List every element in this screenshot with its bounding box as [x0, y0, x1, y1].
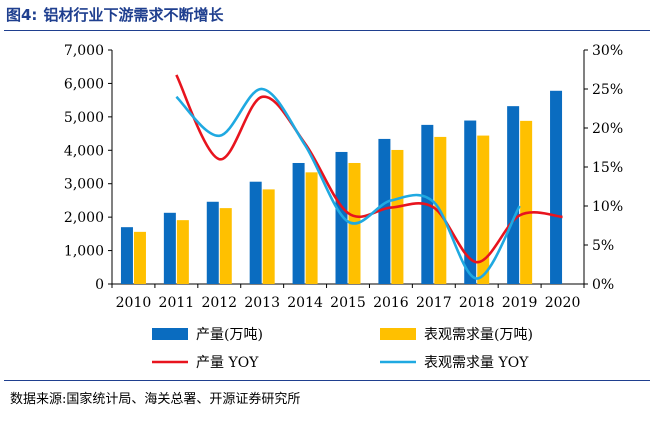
demand-bar [391, 149, 404, 284]
y-left-tick-label: 7,000 [64, 43, 104, 59]
bottom-rule [4, 380, 650, 381]
production-bar [335, 151, 348, 284]
y-right-tick-label: 10% [592, 199, 623, 215]
production-bar [206, 201, 219, 284]
y-right-tick-label: 0% [592, 277, 614, 293]
production-bar [550, 90, 563, 284]
legend-demand-swatch [380, 328, 416, 340]
x-tick-label: 2010 [116, 295, 152, 311]
figure-title-text: 铝材行业下游需求不断增长 [43, 6, 224, 24]
y-left-tick-label: 3,000 [64, 177, 104, 193]
x-tick-label: 2012 [201, 295, 237, 311]
legend: 产量(万吨) 表观需求量(万吨) 产量 YOY 表观需求量 YOY [152, 327, 533, 371]
figure-title: 图4: 铝材行业下游需求不断增长 [6, 4, 229, 25]
legend-production-yoy-label: 产量 YOY [196, 355, 259, 371]
x-tick-label: 2019 [502, 295, 538, 311]
demand-bar [133, 231, 146, 284]
y-left-tick-label: 2,000 [64, 210, 104, 226]
y-right-tick-label: 5% [592, 238, 614, 254]
legend-demand-yoy-label: 表观需求量 YOY [424, 355, 529, 371]
y-right-tick-label: 25% [592, 82, 623, 98]
x-tick-label: 2014 [287, 295, 323, 311]
source-note: 数据来源:国家统计局、海关总署、开源证券研究所 [10, 392, 301, 407]
x-tick-label: 2018 [459, 295, 495, 311]
y-left-tick-label: 5,000 [64, 110, 104, 126]
demand-bar [305, 172, 318, 284]
x-tick-label: 2013 [244, 295, 280, 311]
production-bar [292, 162, 305, 284]
demand-bar [219, 208, 232, 284]
production-yoy-line [175, 74, 563, 264]
y-left-tick-label: 1,000 [64, 244, 104, 260]
y-right-tick-label: 15% [592, 160, 623, 176]
y-left-tick-label: 0 [95, 277, 104, 293]
y-right-tick-label: 30% [592, 43, 623, 59]
x-tick-label: 2017 [416, 295, 452, 311]
demand-bar [262, 189, 275, 284]
x-tick-label: 2016 [373, 295, 409, 311]
y-left-tick-label: 6,000 [64, 76, 104, 92]
plot-area: 0 1,000 2,000 3,000 4,000 5,000 6,000 7,000 0% 5%… [64, 43, 623, 311]
legend-demand-label: 表观需求量(万吨) [424, 327, 533, 343]
legend-production-label: 产量(万吨) [196, 327, 263, 343]
legend-production-swatch [152, 328, 188, 340]
production-bar [163, 212, 176, 284]
production-bar [507, 106, 520, 284]
x-tick-label: 2011 [159, 295, 195, 311]
y-left-tick-label: 4,000 [64, 143, 104, 159]
top-rule [4, 30, 650, 31]
y-right-tick-label: 20% [592, 121, 623, 137]
x-tick-label: 2015 [330, 295, 366, 311]
demand-bar [520, 120, 533, 285]
production-bar [249, 181, 262, 284]
demand-bar [176, 220, 189, 284]
production-bar [120, 227, 133, 284]
production-bar [378, 138, 391, 284]
x-tick-label: 2020 [545, 295, 581, 311]
figure-label: 图4: [6, 6, 38, 24]
demand-bar [477, 135, 490, 284]
demand-yoy-line [175, 87, 521, 280]
production-bar [464, 120, 477, 284]
